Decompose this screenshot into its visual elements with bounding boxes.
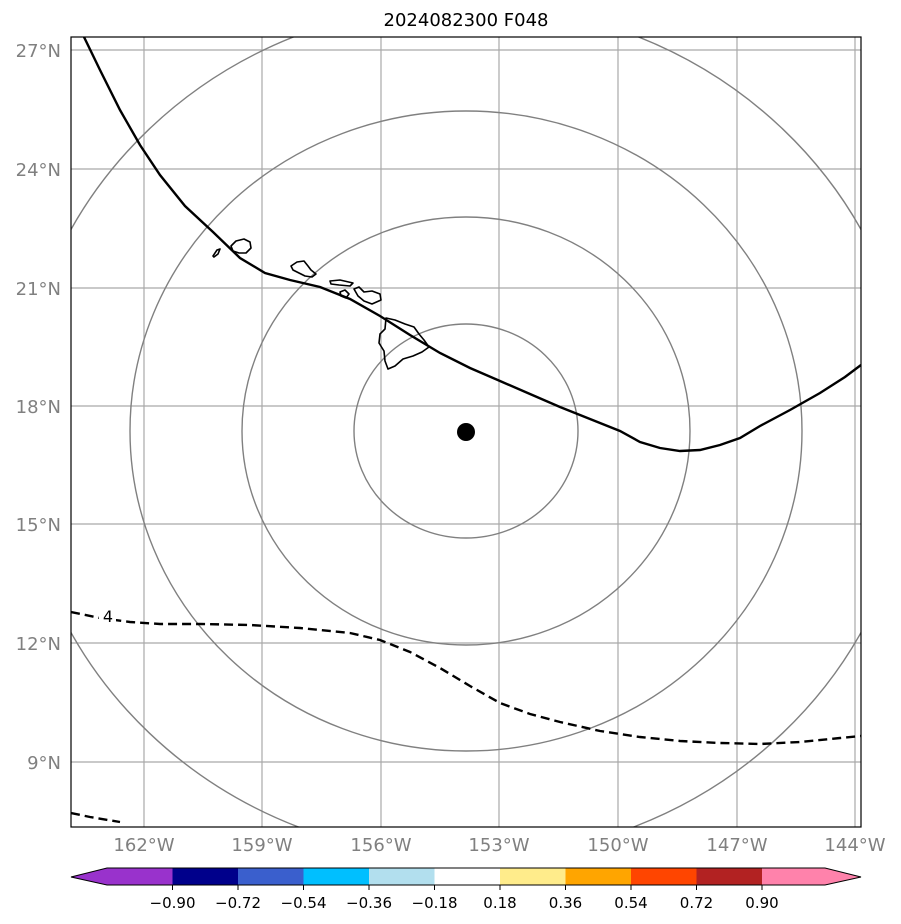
colorbar-tick-label: −0.54	[281, 894, 327, 912]
range-ring-3	[129, 110, 803, 752]
colorbar-segment	[631, 868, 697, 885]
colorbar-tick-label: −0.18	[412, 894, 458, 912]
lat-label: 15°N	[16, 515, 61, 536]
colorbar-segment	[369, 868, 435, 885]
lon-label: 159°W	[231, 835, 292, 856]
island-oahu	[290, 260, 317, 278]
island-molokai	[329, 279, 354, 287]
range-ring-1	[353, 323, 579, 539]
range-rings	[71, 37, 861, 827]
colorbar-tick-label: 0.54	[614, 894, 647, 912]
lat-labels: 27°N 24°N 21°N 18°N 15°N 12°N 9°N	[16, 41, 61, 774]
colorbar-segment	[434, 868, 500, 885]
contour-solid	[82, 37, 861, 453]
colorbar-segment	[500, 868, 566, 885]
colorbar-tick-label: 0.90	[745, 894, 778, 912]
colorbar-segment	[696, 868, 762, 885]
island-hawaii	[378, 317, 430, 370]
contour-label-bg	[99, 607, 116, 625]
colorbar-segment-over	[825, 868, 861, 885]
contour-dashed-corner	[71, 811, 121, 824]
colorbar-outline	[70, 867, 862, 886]
colorbar-segment	[762, 868, 825, 885]
map-title: 2024082300 F048	[384, 10, 549, 31]
storm-center-marker	[457, 423, 475, 441]
colorbar-tick-labels: −0.90 −0.72 −0.54 −0.36 −0.18 0.18 0.36 …	[150, 894, 779, 912]
lat-label: 9°N	[27, 753, 61, 774]
colorbar-segment	[107, 868, 173, 885]
colorbar-segment	[238, 868, 304, 885]
contour-label: 4	[103, 607, 113, 626]
island-niihau	[212, 248, 221, 258]
colorbar-segment	[565, 868, 631, 885]
colorbar-ticks	[172, 885, 763, 890]
colorbar-tick-label: −0.72	[215, 894, 261, 912]
lon-label: 150°W	[587, 835, 648, 856]
island-maui	[353, 286, 382, 305]
lat-label: 21°N	[16, 279, 61, 300]
plot-frame	[70, 36, 862, 828]
colorbar-tick-label: −0.90	[150, 894, 196, 912]
lon-label: 147°W	[706, 835, 767, 856]
lon-label: 162°W	[113, 835, 174, 856]
colorbar-tick-label: 0.18	[483, 894, 516, 912]
lat-label: 12°N	[16, 634, 61, 655]
colorbar-segment-under	[71, 868, 107, 885]
lat-label: 27°N	[16, 41, 61, 62]
colorbar-tick-label: 0.36	[549, 894, 582, 912]
colorbar: −0.90 −0.72 −0.54 −0.36 −0.18 0.18 0.36 …	[70, 867, 862, 912]
lon-label: 156°W	[350, 835, 411, 856]
lon-label: 153°W	[468, 835, 529, 856]
range-ring-2	[241, 216, 691, 646]
lon-labels: 162°W 159°W 156°W 153°W 150°W 147°W 144°…	[113, 835, 885, 856]
lat-label: 24°N	[16, 160, 61, 181]
colorbar-segment	[172, 868, 238, 885]
graticule	[71, 37, 861, 827]
colorbar-tick-label: −0.36	[346, 894, 392, 912]
colorbar-tick-label: 0.72	[680, 894, 713, 912]
contour-dashed-main	[71, 610, 861, 746]
colorbar-segment	[303, 868, 369, 885]
lon-label: 144°W	[824, 835, 885, 856]
lat-label: 18°N	[16, 397, 61, 418]
